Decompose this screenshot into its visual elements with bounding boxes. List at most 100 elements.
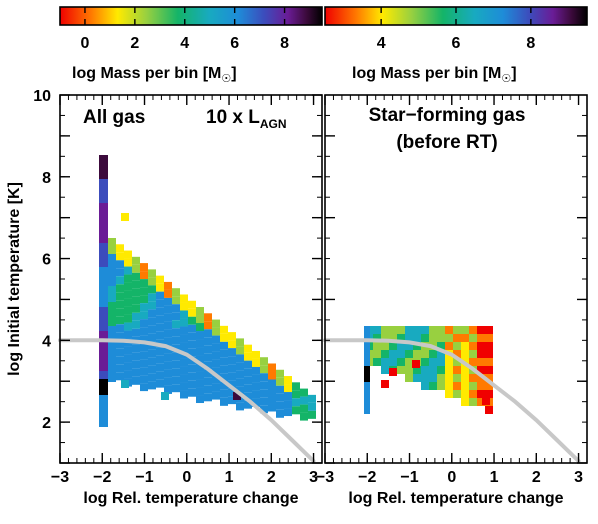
heatmap-cell [99,195,108,203]
heatmap-cell [477,390,485,398]
heatmap-cell [220,381,228,390]
heatmap-cell [124,314,132,323]
heatmap-cell [204,377,212,386]
heatmap-cell [116,300,124,309]
heatmap-cell [108,254,116,262]
heatmap-cell [196,323,204,332]
heatmap-cell [453,358,461,366]
heatmap-cell [180,382,188,391]
panel-star-forming-gas: −3 −2 −1 0 1 2 3 Star−forming gas (before RT) [316,94,588,486]
heatmap-cell [148,317,156,326]
heatmap-cell [172,296,180,305]
heatmap-cell [485,366,493,374]
heatmap-cell [212,367,220,376]
heatmap-cell [148,333,156,342]
heatmap-cell [140,303,148,312]
heatmap-cell [220,373,228,382]
heatmap-cell [292,382,300,391]
heatmap-cell [252,398,260,407]
heatmap-cell [116,252,124,261]
heatmap-cell [445,342,453,350]
heatmap-cell [140,263,148,272]
x-tick-label: 3 [309,469,318,486]
heatmap-cell [437,358,445,366]
heatmap-cell [292,390,300,399]
x-tick-label: −2 [93,469,111,486]
heatmap-cell [389,358,397,366]
heatmap-cell [188,316,196,325]
heatmap-cell [121,213,129,221]
heatmap-cell [485,382,493,390]
heatmap-cell [364,390,370,398]
y-tick-label: 6 [42,252,51,269]
heatmap-cell [284,384,292,393]
heatmap-cell [413,350,421,358]
heatmap-cell [453,334,461,342]
cooling-curve-right [323,338,581,463]
heatmap-cell [212,351,220,360]
heatmap-cell [148,269,156,278]
heatmap-cell [188,372,196,381]
heatmap-cell [268,395,276,404]
heatmap-cell [485,406,493,414]
heatmap-cell [140,319,148,328]
heatmap-cell [132,296,140,305]
heatmap-cell [381,366,389,374]
heatmap-cell [276,393,284,402]
heatmap-cell [364,382,370,390]
heatmap-cell [116,372,124,381]
heatmap-cell [156,291,164,300]
x-tick-label: 3 [574,469,583,486]
heatmap-cell [244,376,252,385]
heatmap-cell [477,374,485,382]
colorbar-left-label-main: log Mass per bin [M [72,65,221,82]
colorbar-left-ticks: 0 2 4 6 8 [80,7,289,52]
x-tick-label: −3 [316,469,334,486]
panel-title-star-forming-1: Star−forming gas [369,105,526,126]
heatmap-cell [477,326,485,334]
x-tick-label: 0 [447,469,456,486]
heatmap-cell [99,323,108,331]
y-tick-label: 4 [42,333,51,350]
heatmap-cell [421,350,429,358]
heatmap-cell [188,356,196,365]
heatmap-cell [284,376,292,385]
heatmap-cell [233,392,241,400]
heatmap-cell [164,313,172,322]
colorbar-right: 4 6 8 log Mass per bin [M☉] [324,6,588,85]
heatmap-cell [260,365,268,374]
heatmap-cell [477,334,485,342]
heatmap-cell [364,350,370,358]
heatmap-cell [429,382,437,390]
heatmap-cell [180,358,188,367]
heatmap-cell [99,235,108,243]
heatmap-cell [99,339,108,347]
heatmap-cell [116,316,124,325]
heatmap-cell [364,398,370,406]
heatmap-cell [108,270,116,278]
heatmap-cell [156,331,164,340]
heatmap-cell [397,350,405,358]
panel-all-gas: −3 −2 −1 0 1 2 3 2 4 6 8 10 All gas 10 x LAGN [33,88,323,486]
heatmap-cell [405,366,413,374]
colorbar-tick-label: 0 [80,35,89,52]
heatmap-cell [389,350,397,358]
heatmap-cell [421,326,429,334]
heatmap-cell [108,342,116,350]
heatmap-cell [268,363,276,372]
heatmap-cell [99,419,108,427]
heatmap-cell [429,374,437,382]
heatmap-cell [172,376,180,385]
heatmap-cell [477,382,485,390]
heatmap-cell [188,364,196,373]
heatmap-cell [204,369,212,378]
heatmap-cell [437,342,445,350]
heatmap-cell [99,379,108,387]
heatmap-cell [108,366,116,374]
heatmap-cell [156,299,164,308]
heatmap-cell [421,382,429,390]
heatmap-cell [132,304,140,313]
heatmap-cell [244,368,252,377]
heatmap-cell [108,286,116,294]
